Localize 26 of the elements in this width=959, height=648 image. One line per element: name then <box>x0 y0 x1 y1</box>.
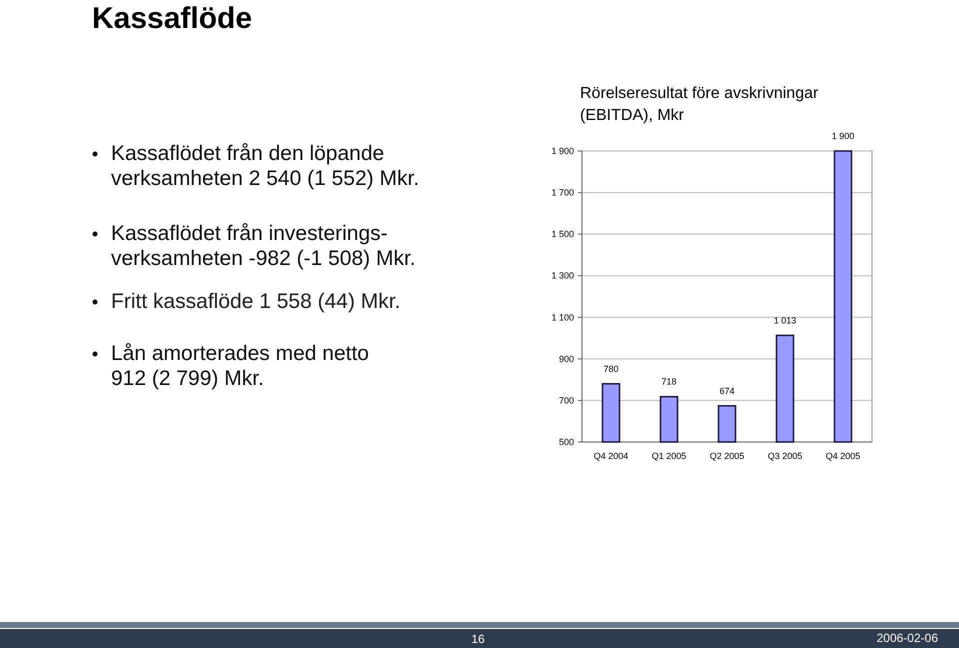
data-label: 674 <box>719 386 735 396</box>
y-tick-label: 700 <box>558 395 574 406</box>
text: Kassaflöde <box>92 2 252 35</box>
y-tick-label: 1 900 <box>551 146 574 156</box>
y-tick-label: 900 <box>558 354 574 364</box>
text: 16 <box>471 632 485 646</box>
x-tick-label: Q3 2005 <box>768 451 802 461</box>
y-tick-label: 1 100 <box>551 312 574 322</box>
y-tick-label: 500 <box>558 437 574 447</box>
text: 2006-02-06 <box>876 631 938 645</box>
text: Kassaflödet från den löpande verksamheten 2 540 (1 552) Mkr. <box>111 142 420 190</box>
y-tick-label: 1 500 <box>551 229 574 240</box>
data-label: 718 <box>661 376 677 387</box>
text: Lån amorterades med netto 912 (2 799) Mkr. <box>111 342 369 390</box>
x-tick-label: Q1 2005 <box>652 451 686 461</box>
data-label: 780 <box>603 364 619 374</box>
data-label: 1 900 <box>832 131 854 141</box>
x-tick-label: Q2 2005 <box>710 451 744 461</box>
x-tick-label: Q4 2005 <box>826 451 860 461</box>
y-tick-label: 1 300 <box>551 270 574 281</box>
text: Kassaflödet från investerings- verksamheten -982 (-1 508) Mkr. <box>111 222 416 270</box>
text: Fritt kassaflöde 1 558 (44) Mkr. <box>111 290 400 313</box>
y-tick-label: 1 700 <box>551 188 574 198</box>
x-tick-label: Q4 2004 <box>594 451 628 461</box>
data-label: 1 013 <box>774 315 796 326</box>
chart-title: Rörelseresultat före avskrivningar (EBITDA), Mkr <box>580 85 819 124</box>
